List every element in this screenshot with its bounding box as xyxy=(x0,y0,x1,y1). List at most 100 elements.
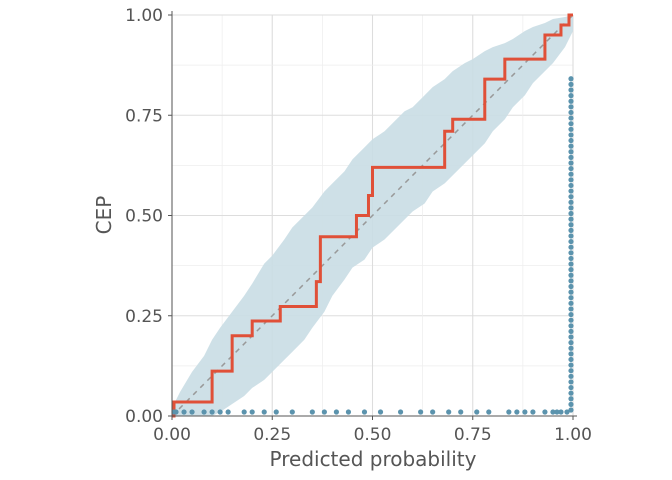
observation-point-one xyxy=(568,104,574,110)
observation-point-one xyxy=(568,177,574,183)
observation-point-one xyxy=(568,267,574,273)
y-tick-label: 0.00 xyxy=(125,407,163,427)
observation-point-one xyxy=(568,272,574,278)
observation-point-one xyxy=(568,121,574,127)
y-tick-label: 0.75 xyxy=(125,106,163,126)
y-tick-label: 1.00 xyxy=(125,6,163,26)
observation-point-one xyxy=(568,216,574,222)
observation-point-one xyxy=(568,165,574,172)
observation-point-one xyxy=(568,373,574,379)
x-tick-label: 0.00 xyxy=(153,425,191,445)
observation-point-one xyxy=(568,300,574,306)
x-tick-label: 0.25 xyxy=(253,425,291,445)
observation-point-one xyxy=(568,182,574,189)
observation-point-one xyxy=(568,283,574,290)
observation-point-one xyxy=(568,93,574,99)
y-tick-label: 0.25 xyxy=(125,307,163,327)
observation-point-one xyxy=(568,227,574,233)
observation-point-one xyxy=(568,255,574,262)
observation-point-zero xyxy=(249,409,255,415)
x-axis-title: Predicted probability xyxy=(270,447,477,471)
observation-point-one xyxy=(568,210,574,217)
observation-point-one xyxy=(568,317,574,323)
observation-point-one xyxy=(568,362,574,368)
observation-point-one xyxy=(568,396,574,402)
observation-point-zero xyxy=(418,409,424,415)
observation-point-one xyxy=(568,340,574,346)
observation-point-one xyxy=(568,407,574,413)
observation-point-zero xyxy=(321,409,327,415)
observation-point-one xyxy=(568,306,574,312)
observation-point-one xyxy=(568,115,574,121)
observation-point-one xyxy=(568,244,574,250)
observation-point-zero xyxy=(309,409,315,415)
observation-point-zero xyxy=(209,409,215,415)
observation-point-one xyxy=(568,149,574,155)
observation-point-one xyxy=(568,160,574,166)
observation-point-zero xyxy=(217,409,223,415)
observation-point-zero xyxy=(564,409,570,415)
observation-point-one xyxy=(568,205,574,211)
observation-point-zero xyxy=(397,409,404,415)
observation-point-zero xyxy=(189,409,195,415)
observation-point-one xyxy=(568,278,574,284)
observation-point-one xyxy=(568,233,574,239)
y-tick-label: 0.50 xyxy=(125,207,163,227)
x-tick-label: 0.75 xyxy=(454,425,492,445)
observation-point-one xyxy=(568,137,574,144)
observation-point-zero xyxy=(377,409,384,415)
observation-point-zero xyxy=(522,409,528,415)
observation-point-one xyxy=(568,328,574,335)
observation-point-one xyxy=(568,81,574,87)
observation-point-zero xyxy=(241,409,247,415)
observation-point-one xyxy=(568,238,574,245)
x-tick-label: 1.00 xyxy=(554,425,592,445)
observation-point-one xyxy=(568,76,574,82)
observation-point-one xyxy=(568,401,574,407)
observation-point-zero xyxy=(201,409,207,415)
observation-point-one xyxy=(568,390,574,396)
x-tick-label: 0.50 xyxy=(354,425,392,445)
observation-point-one xyxy=(568,188,574,194)
observation-point-zero xyxy=(225,409,231,415)
observation-point-zero xyxy=(361,409,368,415)
observation-point-zero xyxy=(333,409,340,415)
observation-point-one xyxy=(568,199,574,205)
observation-point-zero xyxy=(273,409,279,415)
observation-point-zero xyxy=(446,409,452,415)
reference-diagonal-layer xyxy=(171,14,574,417)
observation-point-one xyxy=(568,311,574,318)
observation-point-one xyxy=(568,295,574,301)
observation-point-zero xyxy=(430,409,436,415)
observation-point-zero xyxy=(530,409,536,415)
observation-point-one xyxy=(568,194,574,200)
observation-point-one xyxy=(568,261,574,267)
observation-point-one xyxy=(568,126,574,132)
cep-step-layer xyxy=(172,13,573,418)
observation-point-zero xyxy=(514,409,520,415)
observation-point-zero xyxy=(458,409,464,415)
observation-point-one xyxy=(568,323,574,329)
observation-point-zero xyxy=(554,409,560,415)
y-axis-title: CEP xyxy=(92,196,116,235)
observation-point-zero xyxy=(261,409,267,415)
observation-point-one xyxy=(568,87,574,93)
x-tick-labels: 0.00 0.25 0.50 0.75 1.00 xyxy=(153,425,592,445)
observation-point-one xyxy=(568,384,574,391)
observation-point-zero xyxy=(506,409,512,415)
observation-point-one xyxy=(568,109,574,116)
observation-point-one xyxy=(568,334,574,340)
cep-step-line xyxy=(172,13,573,418)
observation-point-zero xyxy=(181,409,187,415)
observation-point-zero xyxy=(173,409,179,415)
reference-diagonal xyxy=(171,14,574,417)
observation-point-zero xyxy=(486,409,492,415)
observation-point-zero xyxy=(474,409,480,415)
observation-point-one xyxy=(568,351,574,357)
observation-point-zero xyxy=(345,409,352,415)
observation-point-one xyxy=(568,132,574,138)
axes xyxy=(168,11,577,420)
observation-point-one xyxy=(568,356,574,363)
observation-point-one xyxy=(568,368,574,374)
